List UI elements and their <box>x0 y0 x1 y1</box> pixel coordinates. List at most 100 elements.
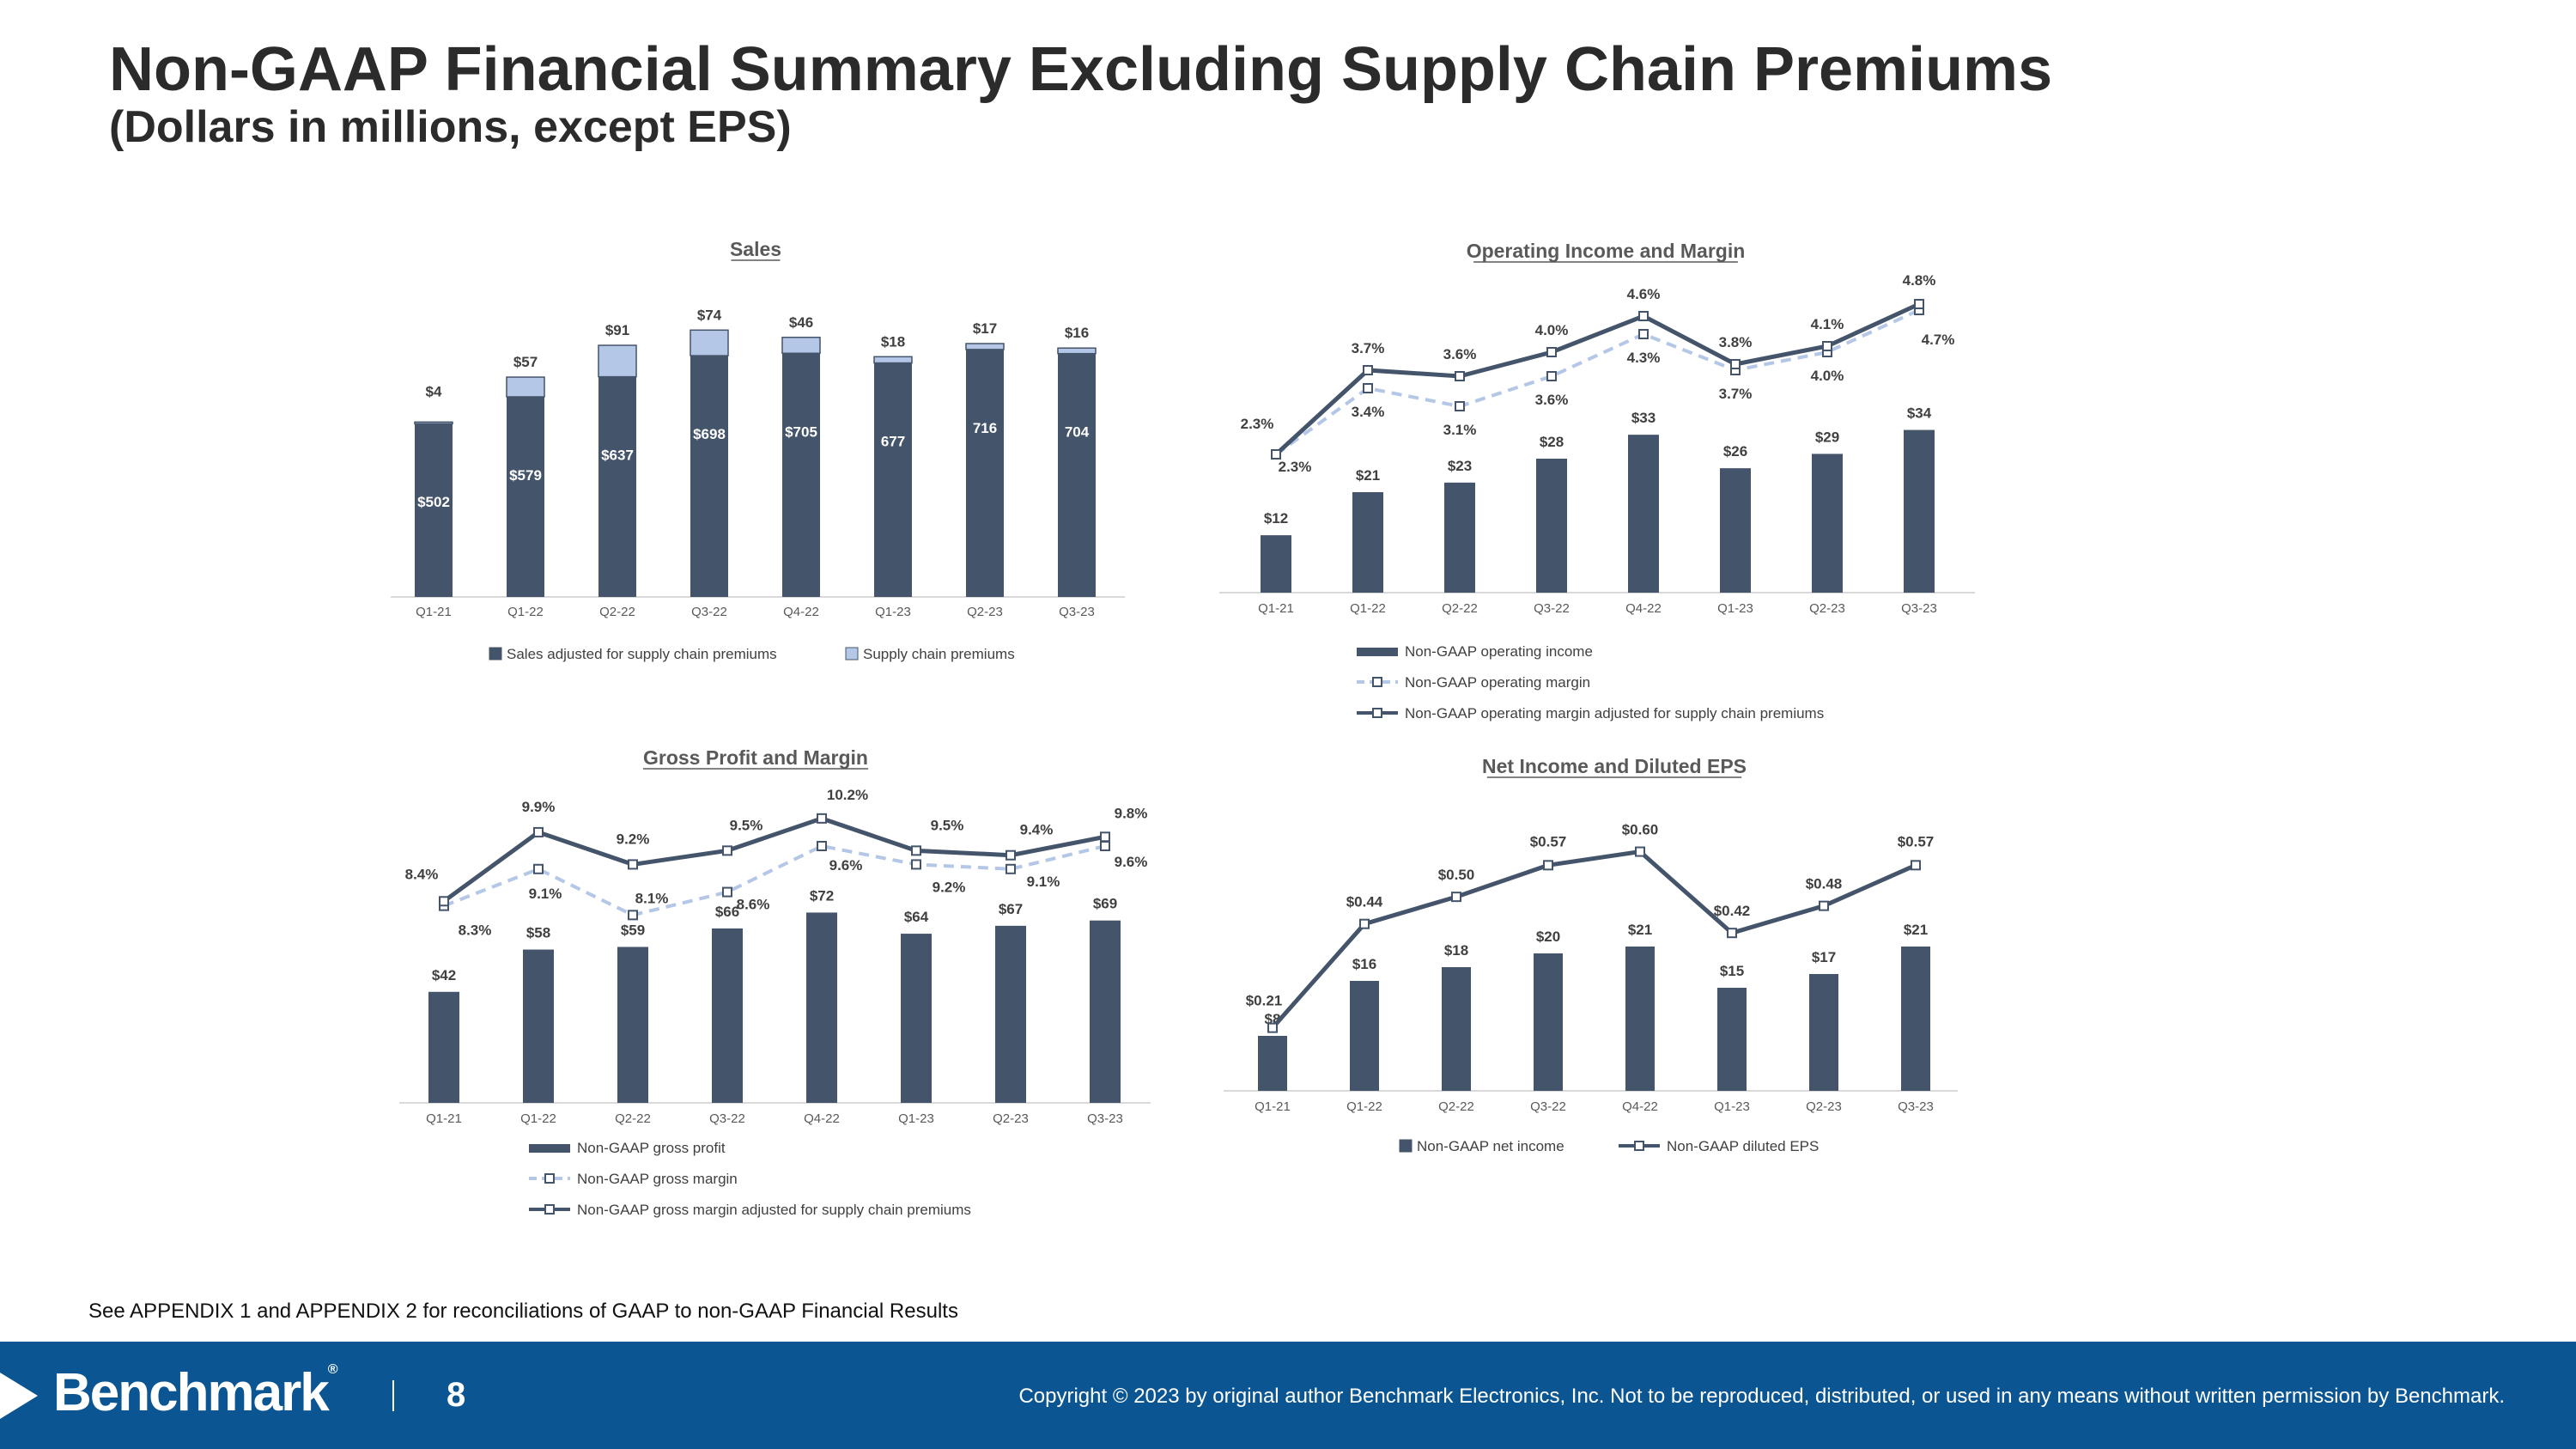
line-marker <box>1911 860 1921 871</box>
line-marker <box>1005 849 1016 861</box>
line-marker <box>911 845 921 856</box>
bar <box>1536 459 1567 593</box>
bar-value-label: $64 <box>904 909 929 925</box>
x-tick-label: Q3-23 <box>1059 605 1095 619</box>
legend-label: Non-GAAP gross margin <box>577 1171 738 1187</box>
x-tick-label: Q3-23 <box>1898 1099 1934 1114</box>
x-tick-label: Q3-22 <box>709 1111 745 1126</box>
legend-label: Non-GAAP operating income <box>1405 643 1593 660</box>
legend-swatch <box>845 647 859 661</box>
line-value-label: 3.1% <box>1443 422 1477 438</box>
bar <box>1904 429 1935 593</box>
line-marker <box>1455 401 1465 411</box>
chart-title: Net Income and Diluted EPS <box>1482 755 1747 777</box>
sales-chart: Sales $502 $4 Q1-21 $579 $57 Q1-22 $637 $91 Q2-22… <box>391 238 1125 662</box>
bar-value-label: $42 <box>432 967 456 983</box>
logo-text: Benchmark <box>53 1363 330 1422</box>
bar-value-label: $16 <box>1352 956 1376 972</box>
x-tick-label: Q2-23 <box>993 1111 1029 1126</box>
bar <box>1444 482 1475 593</box>
legend-marker <box>1634 1141 1644 1151</box>
legend-marker <box>1372 708 1382 718</box>
bar-value-label: $72 <box>810 887 834 904</box>
premium-value-label: $74 <box>697 307 722 323</box>
operating-income-chart: Operating Income and Margin $12 Q1-21 $21 Q1… <box>1219 240 1975 721</box>
premium-value-label: $16 <box>1065 325 1089 341</box>
line-marker <box>817 841 827 851</box>
line-value-label: 3.7% <box>1352 340 1385 356</box>
line-value-label: 9.1% <box>1027 874 1060 890</box>
footer-separator <box>392 1380 394 1411</box>
legend-swatch <box>1357 648 1398 656</box>
premium-value-label: $18 <box>881 333 905 350</box>
sales-value-label: 677 <box>881 434 905 450</box>
bar <box>1534 953 1563 1091</box>
line-value-label: 8.1% <box>635 890 669 906</box>
bar-value-label: $33 <box>1631 410 1656 426</box>
line-marker <box>1363 365 1373 375</box>
x-tick-label: Q3-22 <box>691 605 727 619</box>
x-tick-label: Q4-22 <box>1622 1099 1658 1114</box>
dashed-line-series <box>1274 308 1920 456</box>
line-value-label: 4.3% <box>1627 350 1661 366</box>
line-marker <box>439 896 449 907</box>
line-value-label: 10.2% <box>827 787 868 803</box>
sales-bar <box>690 356 728 597</box>
bar-value-label: $58 <box>526 925 550 941</box>
line-value-label: $0.44 <box>1346 894 1383 910</box>
line-marker <box>1005 863 1016 874</box>
registered-mark: ® <box>327 1362 338 1377</box>
legend-label: Non-GAAP gross profit <box>577 1140 726 1156</box>
sales-value-label: $705 <box>785 423 817 440</box>
x-tick-label: Q3-23 <box>1087 1111 1123 1126</box>
premium-value-label: $46 <box>789 314 813 331</box>
line-value-label: 9.2% <box>617 831 650 847</box>
line-value-label: 2.3% <box>1279 459 1312 475</box>
legend-swatch <box>489 647 502 661</box>
line-value-label: 9.4% <box>1020 822 1054 838</box>
line-value-label: 3.4% <box>1352 404 1385 420</box>
bar-value-label: $12 <box>1264 510 1288 527</box>
x-tick-label: Q4-22 <box>1625 601 1662 616</box>
line-value-label: 8.3% <box>459 922 492 939</box>
line-marker <box>1638 329 1649 339</box>
x-tick-label: Q1-21 <box>1258 601 1294 616</box>
bar <box>1442 967 1471 1091</box>
x-tick-label: Q1-23 <box>875 605 911 619</box>
bar <box>806 912 837 1103</box>
line-marker <box>628 859 638 870</box>
solid-line-series <box>1274 301 1921 456</box>
sales-bar <box>415 423 453 597</box>
line-marker <box>628 910 638 921</box>
line-value-label: 9.2% <box>933 879 966 895</box>
premium-bar <box>873 356 913 364</box>
line-marker <box>533 863 544 874</box>
bar-value-label: $20 <box>1536 928 1560 945</box>
solid-line-series <box>1271 849 1917 1030</box>
legend-label: Non-GAAP diluted EPS <box>1667 1138 1819 1154</box>
legend-label: Non-GAAP gross margin adjusted for suppl… <box>577 1202 971 1218</box>
sales-value-label: $502 <box>417 494 450 510</box>
premium-bar <box>598 344 637 378</box>
premium-value-label: $57 <box>513 354 538 370</box>
premium-value-label: $4 <box>426 383 442 399</box>
bar-value-label: $21 <box>1628 922 1652 938</box>
bar <box>1261 535 1291 593</box>
line-marker <box>1543 860 1553 871</box>
bar <box>1090 920 1121 1103</box>
page-title: Non-GAAP Financial Summary Excluding Sup… <box>109 35 2053 104</box>
legend-label: Non-GAAP operating margin <box>1405 674 1590 691</box>
premium-bar <box>1057 347 1097 355</box>
bar <box>1812 454 1843 593</box>
bar <box>712 928 743 1103</box>
sales-bar <box>598 376 636 597</box>
line-value-label: 8.4% <box>405 866 439 882</box>
line-marker <box>1727 928 1737 939</box>
bar <box>1717 988 1747 1091</box>
x-tick-label: Q3-22 <box>1534 601 1570 616</box>
x-tick-label: Q1-23 <box>1717 601 1753 616</box>
sales-bar <box>966 349 1004 597</box>
line-value-label: $0.57 <box>1898 833 1935 849</box>
bar <box>1809 974 1838 1091</box>
bar-value-label: $28 <box>1540 434 1564 450</box>
